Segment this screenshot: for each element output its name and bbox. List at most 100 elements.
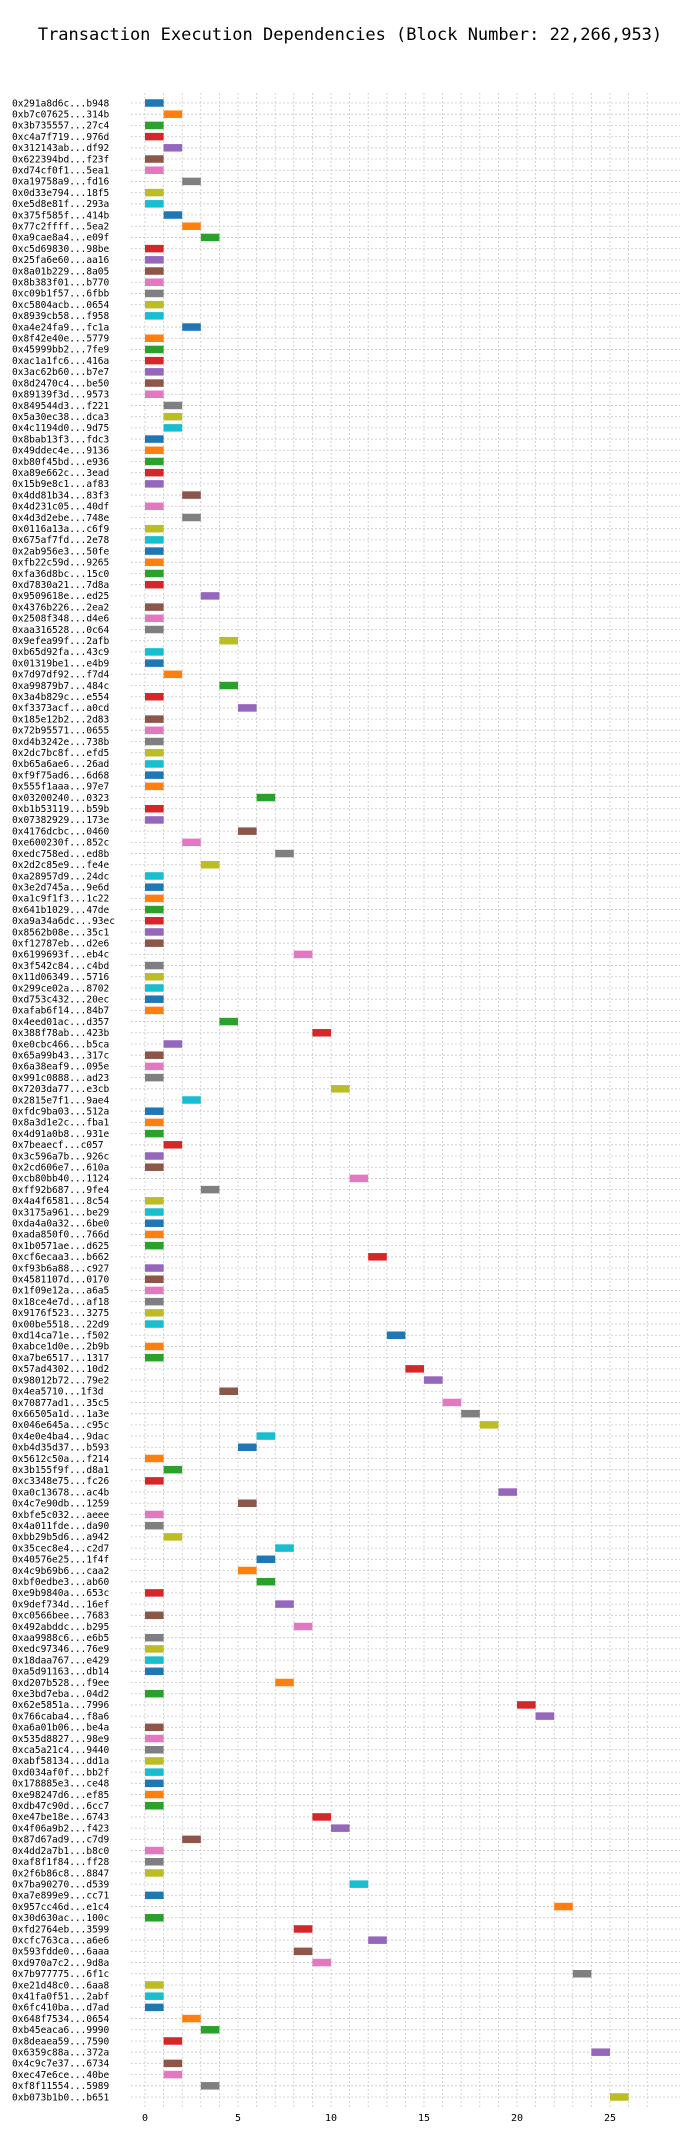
- transaction-label: 0x3ac62b60...b7e7: [12, 367, 109, 378]
- transaction-label: 0xc0566bee...7683: [12, 1611, 109, 1622]
- transaction-label: 0xcf6ecaa3...b662: [12, 1252, 109, 1263]
- transaction-label: 0xb45eaca6...9990: [12, 2025, 110, 2036]
- transaction-label: 0x57ad4302...10d2: [12, 1364, 109, 1375]
- transaction-label: 0xd4b3242e...738b: [12, 737, 110, 748]
- transaction-label: 0xa9a34a6dc...93ec: [12, 916, 115, 927]
- transaction-bar: [145, 1264, 164, 1272]
- transaction-label: 0x185e12b2...2d83: [12, 714, 109, 725]
- transaction-bar: [145, 267, 164, 275]
- transaction-bar: [145, 480, 164, 488]
- transaction-bar: [424, 1376, 443, 1384]
- transaction-bar: [145, 558, 164, 567]
- transaction-bar: [163, 2059, 183, 2068]
- transaction-bar: [163, 211, 183, 219]
- transaction-label: 0xec47e6ce...40be: [12, 2070, 110, 2081]
- transaction-bar: [368, 1253, 387, 1261]
- transaction-bar: [145, 334, 164, 342]
- transaction-label: 0xaa9988c6...e6b5: [12, 1633, 109, 1644]
- transaction-label: 0x5612c50a...f214: [12, 1454, 110, 1465]
- transaction-label: 0x25fa6e60...aa16: [12, 255, 110, 266]
- transaction-bar: [145, 1633, 164, 1642]
- transaction-label: 0x849544d3...f221: [12, 401, 110, 412]
- transaction-label: 0x3a4b829c...e554: [12, 692, 110, 703]
- transaction-label: 0xa4e24fa9...fc1a: [12, 322, 109, 333]
- transaction-bar: [145, 883, 164, 891]
- transaction-bar: [145, 99, 164, 107]
- transaction-label: 0xf9f75ad6...6d68: [12, 770, 110, 781]
- transaction-bar: [145, 121, 164, 130]
- transaction-label: 0xdb47c90d...6cc7: [12, 1801, 109, 1812]
- transaction-bar: [145, 166, 164, 174]
- transaction-bar: [200, 1185, 220, 1194]
- transaction-label: 0xca5a21c4...9440: [12, 1745, 110, 1756]
- transaction-label: 0x4d91a0b8...931e: [12, 1129, 110, 1140]
- transaction-label: 0xf8f11554...5989: [12, 2081, 110, 2092]
- transaction-label: 0xb65d92fa...43c9: [12, 647, 110, 658]
- transaction-label: 0x66505a1d...1a3e: [12, 1409, 110, 1420]
- transaction-label: 0x6a38eaf9...095e: [12, 1062, 110, 1073]
- transaction-label: 0x4d3d2ebe...748e: [12, 513, 110, 524]
- transaction-label: 0x2f6b86c8...8847: [12, 1868, 109, 1879]
- transaction-bar: [145, 345, 164, 354]
- transaction-bar: [145, 1275, 164, 1283]
- transaction-label: 0x375f585f...414b: [12, 210, 110, 221]
- transaction-bar: [145, 1768, 164, 1776]
- transaction-label: 0xc3348e75...fc26: [12, 1476, 110, 1487]
- transaction-label: 0x2dc7bc8f...efd5: [12, 748, 109, 759]
- transaction-label: 0x8562b08e...35c1: [12, 927, 110, 938]
- transaction-bar: [182, 323, 201, 331]
- transaction-bar: [145, 155, 164, 163]
- transaction-bar: [145, 995, 164, 1003]
- transaction-bar: [145, 1051, 164, 1059]
- transaction-bar: [145, 692, 164, 701]
- transaction-bar: [442, 1398, 462, 1407]
- transaction-bar: [145, 1309, 164, 1317]
- transaction-bar: [535, 1712, 555, 1720]
- transaction-bar: [145, 1152, 164, 1160]
- transaction-label: 0x7b977775...6f1c: [12, 1969, 109, 1980]
- transaction-bar: [591, 2048, 610, 2056]
- transaction-bar: [145, 1006, 164, 1015]
- transaction-bar: [182, 222, 201, 230]
- transaction-label: 0x8f42e40e...5779: [12, 334, 110, 345]
- transaction-bar: [145, 1197, 164, 1205]
- transaction-bar: [145, 1454, 164, 1463]
- transaction-label: 0xcb80bb40...1124: [12, 1174, 110, 1185]
- transaction-bar: [145, 771, 164, 779]
- transaction-bar: [145, 1073, 164, 1082]
- transaction-bar: [145, 1667, 164, 1676]
- transaction-label: 0x89139f3d...9573: [12, 390, 109, 401]
- transaction-bar: [200, 233, 220, 242]
- transaction-label: 0x07382929...173e: [12, 815, 110, 826]
- transaction-bar: [145, 1914, 164, 1922]
- transaction-label: 0xc5804acb...0654: [12, 300, 110, 311]
- transaction-bar: [163, 1465, 183, 1474]
- transaction-bar: [405, 1365, 424, 1373]
- transaction-bar: [238, 704, 257, 712]
- transaction-label: 0xd753c432...20ec: [12, 994, 109, 1005]
- transaction-label: 0x535d8827...98e9: [12, 1734, 110, 1745]
- transaction-label: 0x41fa0f51...2abf: [12, 1991, 109, 2002]
- transaction-label: 0x18ce4e7d...af18: [12, 1297, 110, 1308]
- transaction-label: 0x03200240...0323: [12, 793, 109, 804]
- transaction-bar: [145, 188, 164, 197]
- transaction-label: 0x65a99b43...317c: [12, 1050, 109, 1061]
- transaction-bar: [200, 861, 220, 869]
- transaction-label: 0xb073b1b0...b651: [12, 2092, 110, 2103]
- transaction-bar: [479, 1421, 499, 1429]
- transaction-label: 0x7beaecf...c057: [12, 1140, 104, 1151]
- transaction-label: 0xc4a7f719...976d: [12, 132, 109, 143]
- transaction-bar: [145, 1745, 164, 1754]
- transaction-bar: [145, 200, 164, 208]
- transaction-label: 0xb7c07625...314b: [12, 110, 110, 121]
- transaction-bar: [145, 2003, 164, 2012]
- transaction-bar: [145, 524, 164, 533]
- transaction-label: 0x45999bb2...7fe9: [12, 345, 110, 356]
- transaction-label: 0xa7e899e9...cc71: [12, 1891, 110, 1902]
- transaction-label: 0x3f542c84...c4bd: [12, 961, 109, 972]
- transaction-bar: [293, 1947, 313, 1956]
- transaction-bar: [182, 1096, 201, 1104]
- transaction-bar: [238, 1499, 257, 1508]
- transaction-bar: [145, 1891, 164, 1900]
- transaction-label: 0xa9cae8a4...e09f: [12, 233, 109, 244]
